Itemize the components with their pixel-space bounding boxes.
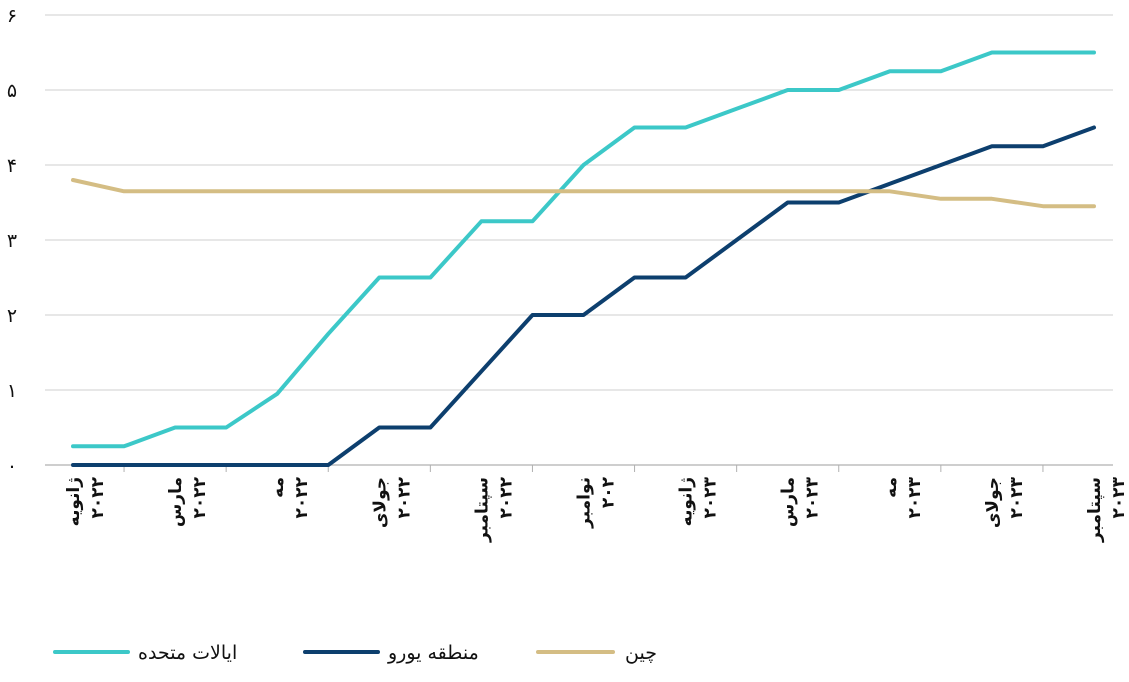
x-tick-label-year: ۲۰۲۲ [88, 476, 108, 518]
series-line-0 [71, 50, 1096, 449]
legend-label: چین [625, 642, 657, 664]
grid-lines [45, 14, 1113, 391]
y-tick-label: ۱ [7, 380, 17, 402]
x-tick-label-month: مارس [779, 477, 799, 527]
x-tick-label: ژانویه ۲۰۲۳ [677, 476, 721, 526]
x-tick-label-year: ۲۰۲۳ [1109, 476, 1129, 518]
x-tick-label: جولای ۲۰۲۲ [370, 476, 414, 528]
x-tick-label-month: ژانویه [64, 477, 84, 526]
y-tick-label: ۳ [7, 230, 17, 252]
x-tick-label-month: مارس [166, 477, 186, 527]
x-tick-label-month: سپتامبر [1085, 477, 1105, 543]
legend-label: منطقه یورو [387, 642, 479, 664]
x-tick-label: ژانویه ۲۰۲۲ [64, 476, 108, 526]
series-lines [71, 50, 1096, 467]
y-tick-label: ۴ [7, 155, 17, 177]
x-tick-label: مه ۲۰۲۲ [268, 476, 312, 518]
x-tick-label-month: مه [881, 477, 901, 498]
x-tick-label: مارس ۲۰۲۳ [779, 476, 823, 527]
x-tick-label-month: جولای [370, 477, 390, 528]
x-tick-label: نوامبر ۲۰۲ [575, 476, 619, 529]
x-axis: ژانویه ۲۰۲۲ مارس ۲۰۲۲ مه ۲۰۲۲ جولای ۲۰۲۲ سپتامبر… [45, 464, 1129, 543]
x-tick-label-month: ژانویه [677, 477, 697, 526]
x-tick-label-year: ۲۰۲۲ [292, 476, 312, 518]
x-tick-label-year: ۲۰۲۳ [905, 476, 925, 518]
legend-label: ایالات متحده [138, 642, 237, 664]
x-tick-label-month: جولای [983, 477, 1003, 528]
y-tick-label: ۶ [7, 5, 17, 27]
x-tick-label: سپتامبر ۲۰۲۲ [472, 476, 516, 543]
x-tick-label-year: ۲۰۲۳ [803, 476, 823, 518]
x-tick-label-month: سپتامبر [472, 477, 492, 543]
x-tick-label-month: مه [268, 477, 288, 498]
y-axis: ۰ ۱ ۲ ۳ ۴ ۵ ۶ [7, 5, 17, 477]
x-tick-label: مارس ۲۰۲۲ [166, 476, 210, 527]
y-tick-label: ۵ [7, 80, 17, 102]
x-tick-label: جولای ۲۰۲۳ [983, 476, 1027, 528]
x-tick-label-year: ۲۰۲۲ [496, 476, 516, 518]
series-line-1 [71, 125, 1096, 467]
x-tick-label-year: ۲۰۲۳ [1007, 476, 1027, 518]
x-tick-label: مه ۲۰۲۳ [881, 476, 925, 518]
x-tick-label-year: ۲۰۲۳ [701, 476, 721, 518]
x-tick-label-month: نوامبر [575, 477, 595, 529]
series-line-2 [71, 178, 1096, 209]
x-tick-label-year: ۲۰۲۲ [394, 476, 414, 518]
x-tick-label-year: ۲۰۲ [599, 476, 619, 508]
x-tick-label-year: ۲۰۲۲ [190, 476, 210, 518]
x-tick-label: سپتامبر ۲۰۲۳ [1085, 476, 1129, 543]
y-tick-label: ۰ [7, 455, 17, 477]
y-tick-label: ۲ [7, 305, 17, 327]
legend: ایالات متحده منطقه یورو چین [53, 642, 657, 664]
